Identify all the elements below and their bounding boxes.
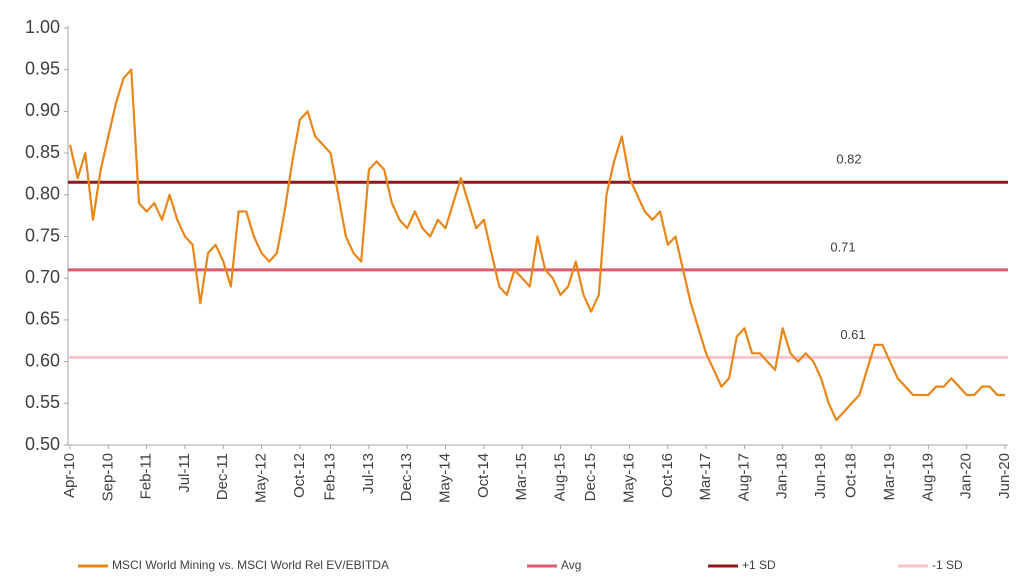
x-tick-label: Jun-18 xyxy=(812,453,829,499)
x-tick-label: Apr-10 xyxy=(61,453,78,498)
y-tick-label: 0.60 xyxy=(25,350,60,370)
legend-label: -1 SD xyxy=(932,558,963,572)
x-tick-label: May-16 xyxy=(620,453,637,503)
x-tick-label: Jul-13 xyxy=(360,453,377,494)
x-tick-label: Mar-19 xyxy=(881,453,898,501)
x-tick-label: May-12 xyxy=(253,453,270,503)
x-tick-label: Aug-19 xyxy=(919,453,936,501)
y-tick-label: 0.95 xyxy=(25,58,60,78)
x-tick-label: Mar-15 xyxy=(513,453,530,501)
x-tick-label: Mar-17 xyxy=(697,453,714,501)
x-tick-label: Jul-11 xyxy=(176,453,193,493)
legend-label: MSCI World Mining vs. MSCI World Rel EV/… xyxy=(112,558,389,572)
reference-label: 0.71 xyxy=(830,239,855,254)
x-tick-label: Aug-17 xyxy=(735,453,752,501)
y-tick-label: 1.00 xyxy=(25,17,60,37)
y-tick-label: 0.65 xyxy=(25,309,60,329)
x-tick-label: Aug-15 xyxy=(551,453,568,501)
x-tick-label: Jan-18 xyxy=(774,453,791,499)
x-tick-label: Feb-11 xyxy=(138,453,155,499)
y-tick-label: 0.75 xyxy=(25,225,60,245)
y-tick-label: 0.55 xyxy=(25,392,60,412)
legend-label: Avg xyxy=(561,558,581,572)
x-tick-label: Dec-13 xyxy=(398,453,415,501)
y-tick-label: 0.70 xyxy=(25,267,60,287)
x-tick-label: Jun-20 xyxy=(996,453,1013,499)
x-tick-label: Oct-12 xyxy=(291,453,308,498)
x-tick-label: Feb-13 xyxy=(322,453,339,501)
x-tick-label: Oct-16 xyxy=(659,453,676,498)
x-tick-label: Dec-15 xyxy=(582,453,599,501)
reference-label: 0.61 xyxy=(840,327,865,342)
x-tick-label: Oct-18 xyxy=(843,453,860,498)
x-tick-label: May-14 xyxy=(437,453,454,503)
y-tick-label: 0.85 xyxy=(25,142,60,162)
y-tick-label: 0.90 xyxy=(25,100,60,120)
reference-label: 0.82 xyxy=(836,152,861,167)
y-tick-label: 0.80 xyxy=(25,184,60,204)
y-tick-label: 0.50 xyxy=(25,434,60,454)
data-line xyxy=(68,68,1005,422)
x-tick-label: Dec-11 xyxy=(214,453,231,500)
x-tick-label: Sep-10 xyxy=(99,453,116,501)
x-tick-label: Jan-20 xyxy=(958,453,975,499)
x-tick-label: Oct-14 xyxy=(475,453,492,498)
legend-label: +1 SD xyxy=(742,558,776,572)
